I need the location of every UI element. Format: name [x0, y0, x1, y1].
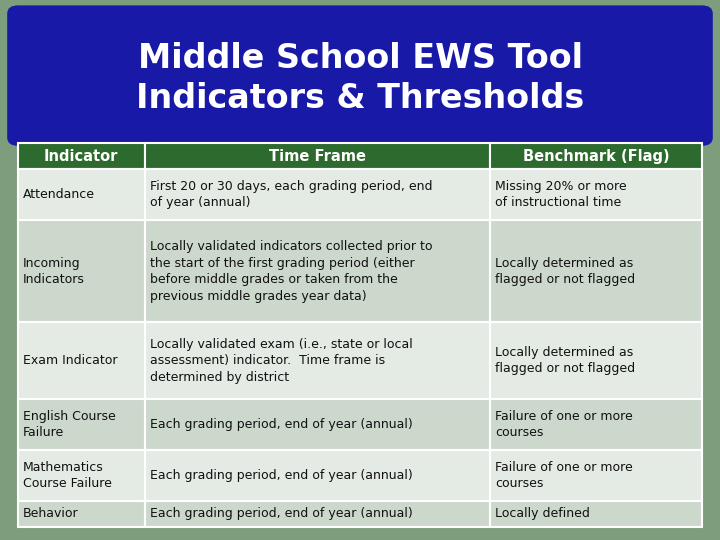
Text: English Course
Failure: English Course Failure — [23, 410, 116, 439]
Bar — [490, 450, 702, 501]
Bar — [145, 169, 490, 220]
Text: Locally defined: Locally defined — [495, 507, 590, 520]
Text: Locally determined as
flagged or not flagged: Locally determined as flagged or not fla… — [495, 346, 635, 375]
Text: First 20 or 30 days, each grading period, end
of year (annual): First 20 or 30 days, each grading period… — [150, 180, 432, 210]
Text: Each grading period, end of year (annual): Each grading period, end of year (annual… — [150, 507, 413, 520]
Bar — [145, 220, 490, 322]
Bar — [18, 450, 145, 501]
FancyBboxPatch shape — [7, 5, 713, 146]
Text: Indicator: Indicator — [44, 148, 119, 164]
Bar — [145, 143, 490, 169]
Bar — [145, 399, 490, 450]
Bar — [145, 501, 490, 526]
Text: Missing 20% or more
of instructional time: Missing 20% or more of instructional tim… — [495, 180, 626, 210]
Text: Failure of one or more
courses: Failure of one or more courses — [495, 461, 633, 490]
Text: Locally determined as
flagged or not flagged: Locally determined as flagged or not fla… — [495, 256, 635, 286]
Text: Attendance: Attendance — [23, 188, 95, 201]
Text: Failure of one or more
courses: Failure of one or more courses — [495, 410, 633, 439]
Bar — [490, 501, 702, 526]
Text: Time Frame: Time Frame — [269, 148, 366, 164]
Bar — [490, 169, 702, 220]
Text: Middle School EWS Tool
Indicators & Thresholds: Middle School EWS Tool Indicators & Thre… — [136, 42, 584, 114]
Bar — [18, 501, 145, 526]
Text: Behavior: Behavior — [23, 507, 78, 520]
Text: Each grading period, end of year (annual): Each grading period, end of year (annual… — [150, 418, 413, 431]
Text: Incoming
Indicators: Incoming Indicators — [23, 256, 85, 286]
Bar — [490, 143, 702, 169]
Text: Mathematics
Course Failure: Mathematics Course Failure — [23, 461, 112, 490]
Text: Exam Indicator: Exam Indicator — [23, 354, 117, 367]
Bar — [490, 399, 702, 450]
Bar — [18, 169, 145, 220]
Text: Each grading period, end of year (annual): Each grading period, end of year (annual… — [150, 469, 413, 482]
Bar — [18, 143, 145, 169]
Text: Locally validated exam (i.e., state or local
assessment) indicator.  Time frame : Locally validated exam (i.e., state or l… — [150, 338, 413, 383]
Bar — [145, 450, 490, 501]
Bar — [145, 322, 490, 399]
Bar — [490, 322, 702, 399]
Bar — [18, 220, 145, 322]
Bar — [18, 322, 145, 399]
Bar — [490, 220, 702, 322]
Text: Benchmark (Flag): Benchmark (Flag) — [523, 148, 670, 164]
Text: Locally validated indicators collected prior to
the start of the first grading p: Locally validated indicators collected p… — [150, 240, 432, 302]
Bar — [18, 399, 145, 450]
